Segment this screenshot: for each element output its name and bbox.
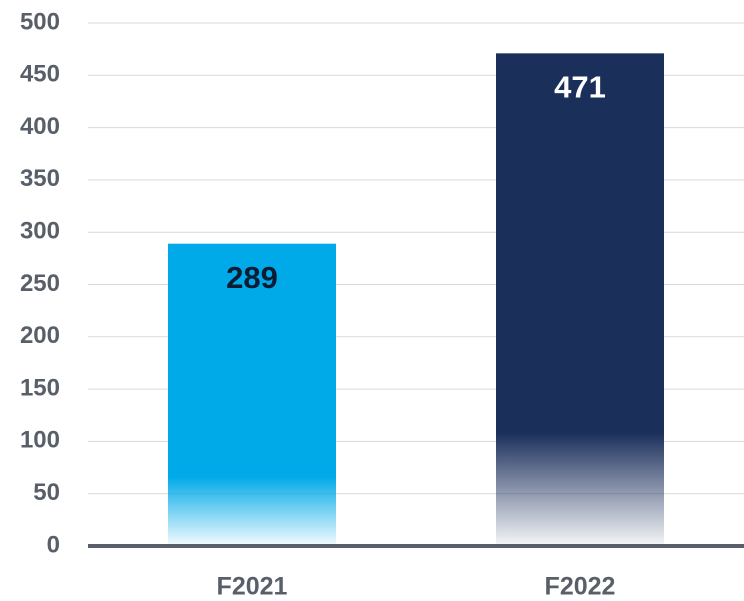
x-tick-label: F2022 [545, 573, 616, 601]
bar [168, 243, 336, 546]
y-tick-label: 0 [47, 531, 60, 558]
y-tick-label: 150 [20, 374, 60, 401]
x-tick-label: F2021 [217, 573, 288, 601]
y-tick-label: 200 [20, 322, 60, 349]
bar [496, 53, 664, 547]
y-tick-label: 450 [20, 61, 60, 88]
y-tick-label: 250 [20, 270, 60, 297]
value-label: 289 [226, 260, 278, 295]
y-tick-label: 400 [20, 113, 60, 140]
y-tick-label: 50 [33, 479, 60, 506]
y-tick-label: 300 [20, 218, 60, 245]
value-label: 471 [554, 70, 606, 105]
y-tick-label: 350 [20, 165, 60, 192]
y-tick-label: 500 [20, 8, 60, 35]
y-tick-label: 100 [20, 427, 60, 454]
